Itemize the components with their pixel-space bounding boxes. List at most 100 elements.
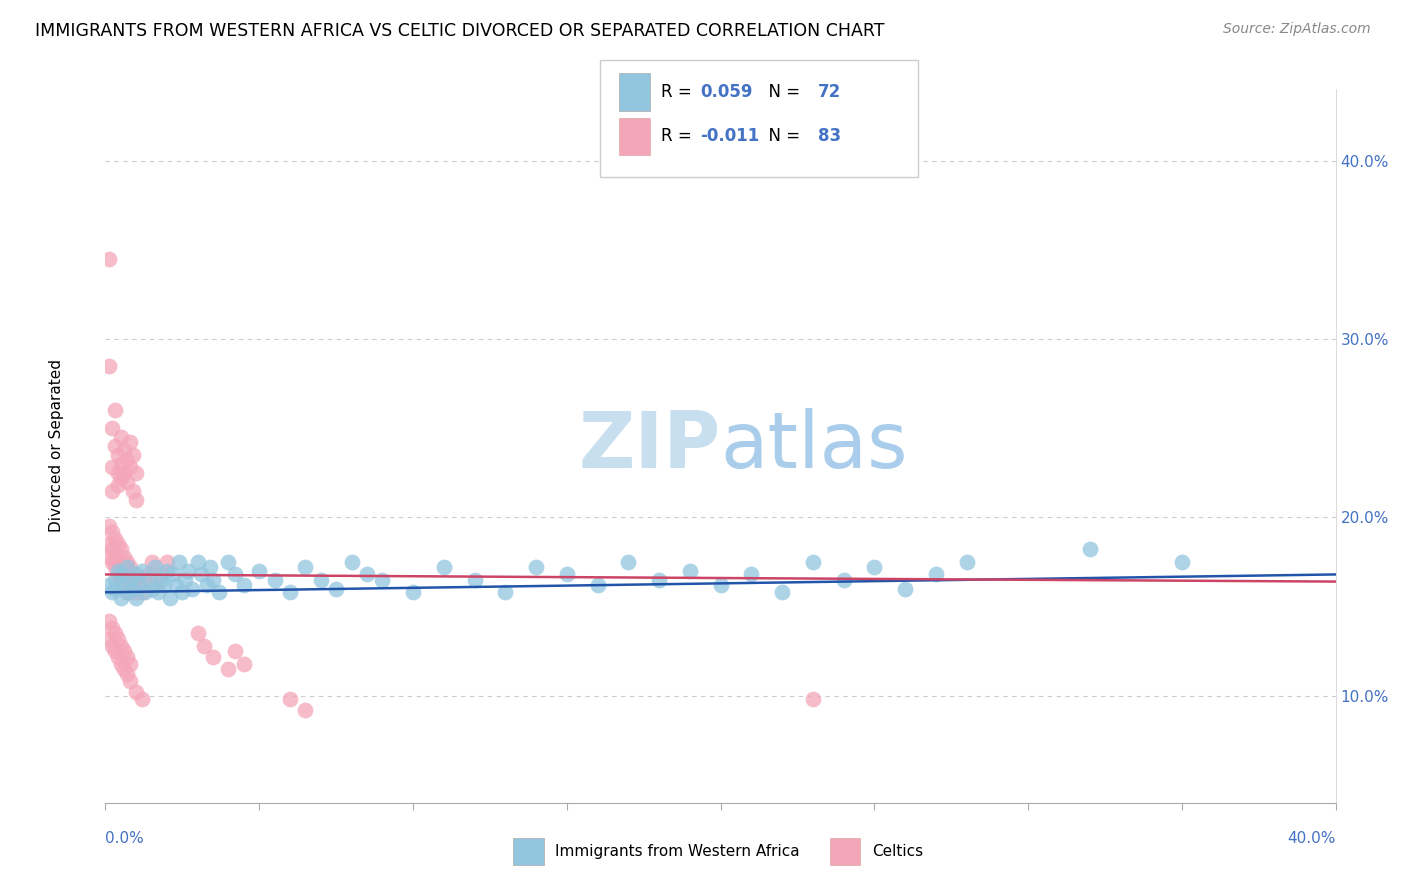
Point bbox=[100, 524, 122, 539]
Point bbox=[107, 555, 129, 569]
Point bbox=[107, 632, 129, 646]
Point bbox=[433, 560, 456, 574]
Point bbox=[107, 564, 129, 578]
Point bbox=[125, 492, 148, 507]
Text: N =: N = bbox=[758, 83, 806, 101]
Point bbox=[100, 421, 122, 435]
Point bbox=[115, 585, 138, 599]
Point bbox=[801, 692, 824, 706]
Point bbox=[107, 448, 129, 462]
Point bbox=[112, 466, 135, 480]
Point bbox=[740, 567, 762, 582]
Text: Source: ZipAtlas.com: Source: ZipAtlas.com bbox=[1223, 22, 1371, 37]
Point bbox=[232, 657, 254, 671]
Point bbox=[97, 614, 120, 628]
Point bbox=[832, 573, 855, 587]
Text: 0.059: 0.059 bbox=[700, 83, 752, 101]
Point bbox=[100, 542, 122, 557]
Point bbox=[115, 475, 138, 489]
Point bbox=[115, 649, 138, 664]
Point bbox=[120, 435, 141, 450]
Point bbox=[100, 460, 122, 475]
Point bbox=[104, 626, 127, 640]
Text: R =: R = bbox=[661, 83, 697, 101]
Point bbox=[131, 585, 153, 599]
Point bbox=[340, 555, 363, 569]
Point bbox=[97, 632, 120, 646]
Point bbox=[115, 585, 138, 599]
Point bbox=[110, 567, 132, 582]
Point bbox=[104, 532, 127, 546]
Point bbox=[165, 578, 187, 592]
Point bbox=[278, 692, 301, 706]
Text: ZIP: ZIP bbox=[578, 408, 721, 484]
Point bbox=[1078, 542, 1101, 557]
Point bbox=[115, 555, 138, 569]
Point bbox=[325, 582, 347, 596]
Point bbox=[710, 578, 733, 592]
Point bbox=[956, 555, 979, 569]
Point bbox=[110, 573, 132, 587]
Point bbox=[202, 649, 225, 664]
Point bbox=[125, 591, 148, 605]
Point bbox=[149, 567, 172, 582]
Point bbox=[112, 644, 135, 658]
Point bbox=[801, 555, 824, 569]
Point bbox=[104, 560, 127, 574]
Point bbox=[278, 585, 301, 599]
Point bbox=[110, 471, 132, 485]
Point bbox=[110, 591, 132, 605]
Point bbox=[294, 703, 316, 717]
Point bbox=[263, 573, 285, 587]
Point bbox=[97, 252, 120, 266]
Point bbox=[524, 560, 547, 574]
Point bbox=[122, 582, 145, 596]
Point bbox=[146, 585, 169, 599]
Point bbox=[120, 560, 141, 574]
Point bbox=[125, 567, 148, 582]
Point bbox=[104, 573, 127, 587]
Text: R =: R = bbox=[661, 128, 697, 145]
Point bbox=[138, 573, 160, 587]
Point bbox=[120, 573, 141, 587]
Point bbox=[198, 560, 221, 574]
Point bbox=[134, 573, 156, 587]
Point bbox=[112, 549, 135, 564]
Text: 40.0%: 40.0% bbox=[1288, 831, 1336, 846]
Point bbox=[100, 555, 122, 569]
Point bbox=[120, 657, 141, 671]
Point bbox=[122, 483, 145, 498]
Point bbox=[128, 578, 150, 592]
Point bbox=[162, 567, 184, 582]
Point bbox=[224, 644, 246, 658]
Point bbox=[104, 644, 127, 658]
Point bbox=[586, 578, 609, 592]
Point bbox=[770, 585, 793, 599]
Point bbox=[617, 555, 640, 569]
Point bbox=[224, 567, 246, 582]
Point bbox=[555, 567, 578, 582]
Point bbox=[294, 560, 316, 574]
Text: -0.011: -0.011 bbox=[700, 128, 759, 145]
Point bbox=[110, 639, 132, 653]
Text: Divorced or Separated: Divorced or Separated bbox=[49, 359, 63, 533]
Text: Immigrants from Western Africa: Immigrants from Western Africa bbox=[555, 845, 800, 859]
Point bbox=[125, 466, 148, 480]
Point bbox=[863, 560, 886, 574]
Point bbox=[149, 573, 172, 587]
Point bbox=[100, 621, 122, 635]
Point bbox=[247, 564, 270, 578]
Point bbox=[125, 573, 148, 587]
Point bbox=[925, 567, 948, 582]
Point bbox=[187, 626, 209, 640]
Point bbox=[128, 578, 150, 592]
Point bbox=[112, 662, 135, 676]
Point bbox=[112, 560, 135, 574]
Text: IMMIGRANTS FROM WESTERN AFRICA VS CELTIC DIVORCED OR SEPARATED CORRELATION CHART: IMMIGRANTS FROM WESTERN AFRICA VS CELTIC… bbox=[35, 22, 884, 40]
Point bbox=[143, 560, 166, 574]
Point bbox=[122, 448, 145, 462]
Point bbox=[100, 639, 122, 653]
Point bbox=[169, 555, 191, 569]
Point bbox=[122, 578, 145, 592]
Point bbox=[97, 519, 120, 533]
